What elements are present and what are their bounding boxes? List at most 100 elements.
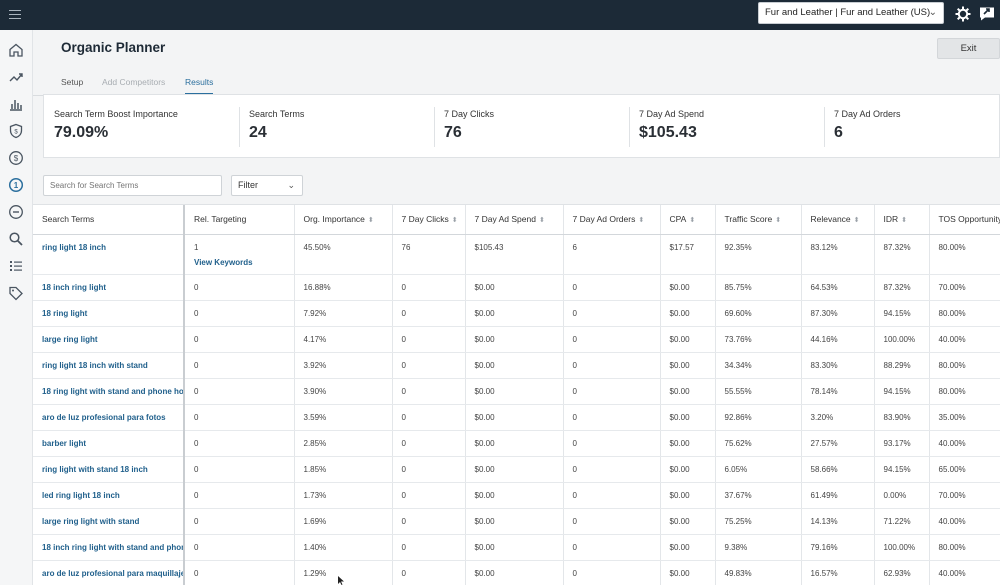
table-cell: 0 bbox=[563, 508, 661, 535]
column-header[interactable]: Relevance ⬍ bbox=[801, 205, 875, 235]
column-header[interactable]: IDR ⬍ bbox=[874, 205, 930, 235]
organic-planner-icon[interactable]: 1 bbox=[8, 177, 24, 193]
bar-chart-icon[interactable] bbox=[8, 96, 24, 112]
sort-icon[interactable]: ⬍ bbox=[638, 217, 645, 225]
cell-value: 18 inch ring light with stand and phone … bbox=[42, 542, 182, 552]
column-header[interactable]: 7 Day Ad Orders ⬍ bbox=[563, 205, 661, 235]
search-term-link[interactable]: 18 inch ring light with stand and phone … bbox=[33, 534, 185, 561]
tag-icon[interactable] bbox=[8, 285, 24, 301]
column-header[interactable]: 7 Day Clicks ⬍ bbox=[392, 205, 466, 235]
metric-value: 79.09% bbox=[54, 124, 109, 141]
cell-value: $0.00 bbox=[474, 282, 495, 292]
table-row: ring light with stand 18 inch 0 1.85% 0 $0.0… bbox=[33, 456, 1000, 483]
sort-icon[interactable]: ⬍ bbox=[689, 217, 696, 225]
table-cell: 0 bbox=[563, 482, 661, 509]
metric-value: 76 bbox=[444, 124, 462, 141]
cell-value: 49.83% bbox=[724, 568, 752, 578]
search-term-link[interactable]: aro de luz profesional para maquillaje bbox=[33, 560, 185, 585]
results-table-grid: Search Terms Rel. Targeting Org. Importanc… bbox=[33, 205, 1000, 585]
feedback-icon[interactable] bbox=[979, 6, 995, 22]
cell-value: $0.00 bbox=[669, 568, 690, 578]
filter-dropdown[interactable]: Filter ⌄ bbox=[231, 175, 303, 196]
table-cell: 14.13% bbox=[801, 508, 875, 535]
cell-value: $0.00 bbox=[474, 334, 495, 344]
cell-value: 92.86% bbox=[724, 412, 752, 422]
metric-label: Search Terms bbox=[249, 109, 305, 119]
search-term-link[interactable]: ring light 18 inch with stand bbox=[33, 352, 185, 379]
search-term-link[interactable]: ring light with stand 18 inch bbox=[33, 456, 185, 483]
cell-value: 0 bbox=[572, 282, 577, 292]
tab-bar: Setup Add Competitors Results bbox=[33, 74, 1000, 96]
cell-value: 0 bbox=[572, 334, 577, 344]
search-term-link[interactable]: ring light 18 inch bbox=[33, 234, 185, 275]
cell-value: 3.59% bbox=[303, 412, 327, 422]
gear-icon[interactable] bbox=[955, 6, 971, 22]
cell-value: 0 bbox=[401, 360, 406, 370]
cell-value: 0 bbox=[572, 386, 577, 396]
table-cell: 83.30% bbox=[801, 352, 875, 379]
minus-circle-icon[interactable] bbox=[8, 204, 24, 220]
cell-value: $0.00 bbox=[474, 360, 495, 370]
search-term-link[interactable]: 18 ring light with stand and phone holde… bbox=[33, 378, 185, 405]
cell-value: 94.15% bbox=[883, 464, 911, 474]
sort-icon[interactable]: ⬍ bbox=[367, 217, 374, 225]
cell-value: 0 bbox=[401, 334, 406, 344]
table-cell: 83.90% bbox=[874, 404, 930, 431]
sort-icon[interactable]: ⬍ bbox=[538, 217, 545, 225]
table-cell: 0 bbox=[184, 378, 295, 405]
column-header[interactable]: Search Terms bbox=[33, 205, 185, 235]
cell-value: $0.00 bbox=[669, 516, 690, 526]
store-selector-label: Fur and Leather | Fur and Leather (US) bbox=[765, 7, 931, 18]
tab-results[interactable]: Results bbox=[185, 77, 214, 95]
store-selector[interactable]: Fur and Leather | Fur and Leather (US) ⌄ bbox=[758, 2, 944, 24]
cell-value: 27.57% bbox=[810, 438, 838, 448]
sort-icon[interactable]: ⬍ bbox=[775, 217, 782, 225]
cell-value: 58.66% bbox=[810, 464, 838, 474]
column-header[interactable]: Traffic Score ⬍ bbox=[715, 205, 802, 235]
metric-7day-ad-orders: 7 Day Ad Orders 6 bbox=[824, 95, 1000, 159]
tab-setup[interactable]: Setup bbox=[61, 77, 84, 87]
divider bbox=[239, 107, 240, 147]
exit-button[interactable]: Exit bbox=[937, 38, 1000, 59]
table-cell: $0.00 bbox=[465, 534, 564, 561]
table-cell: $0.00 bbox=[660, 274, 716, 301]
table-cell: 0 bbox=[392, 326, 466, 353]
cell-value: 87.30% bbox=[810, 308, 838, 318]
cell-value: 83.30% bbox=[810, 360, 838, 370]
view-keywords-link[interactable]: View Keywords bbox=[194, 257, 253, 267]
cell-value: 0 bbox=[572, 568, 577, 578]
search-term-link[interactable]: large ring light with stand bbox=[33, 508, 185, 535]
table-cell: 76 bbox=[392, 234, 466, 275]
cell-value: 61.49% bbox=[810, 490, 838, 500]
column-header[interactable]: 7 Day Ad Spend ⬍ bbox=[465, 205, 564, 235]
list-icon[interactable] bbox=[8, 258, 24, 274]
column-header[interactable]: Org. Importance ⬍ bbox=[294, 205, 393, 235]
shield-icon[interactable]: $ bbox=[8, 123, 24, 139]
table-cell: 2.85% bbox=[294, 430, 393, 457]
cell-value: 0 bbox=[572, 464, 577, 474]
cell-value: 76 bbox=[401, 242, 411, 252]
sort-icon[interactable]: ⬍ bbox=[451, 217, 458, 225]
search-term-link[interactable]: 18 ring light bbox=[33, 300, 185, 327]
search-icon[interactable] bbox=[8, 231, 24, 247]
sort-icon[interactable]: ⬍ bbox=[901, 217, 908, 225]
cell-value: large ring light bbox=[42, 334, 98, 344]
search-term-link[interactable]: led ring light 18 inch bbox=[33, 482, 185, 509]
trend-icon[interactable] bbox=[8, 69, 24, 85]
column-header[interactable]: Rel. Targeting bbox=[184, 205, 295, 235]
sort-icon[interactable]: ⬍ bbox=[853, 217, 860, 225]
cell-value: 0 bbox=[194, 490, 199, 500]
dollar-icon[interactable]: $ bbox=[8, 150, 24, 166]
search-input[interactable] bbox=[43, 175, 222, 196]
search-term-link[interactable]: large ring light bbox=[33, 326, 185, 353]
hamburger-menu-icon[interactable] bbox=[9, 7, 21, 21]
search-term-link[interactable]: 18 inch ring light bbox=[33, 274, 185, 301]
cell-value: ring light 18 inch with stand bbox=[42, 360, 148, 370]
column-header[interactable]: TOS Opportunity⬍ bbox=[929, 205, 1000, 235]
home-icon[interactable] bbox=[8, 42, 24, 58]
cell-value: 75.25% bbox=[724, 516, 752, 526]
table-cell: 0 bbox=[563, 352, 661, 379]
column-header[interactable]: CPA ⬍ bbox=[660, 205, 716, 235]
search-term-link[interactable]: barber light bbox=[33, 430, 185, 457]
search-term-link[interactable]: aro de luz profesional para fotos bbox=[33, 404, 185, 431]
